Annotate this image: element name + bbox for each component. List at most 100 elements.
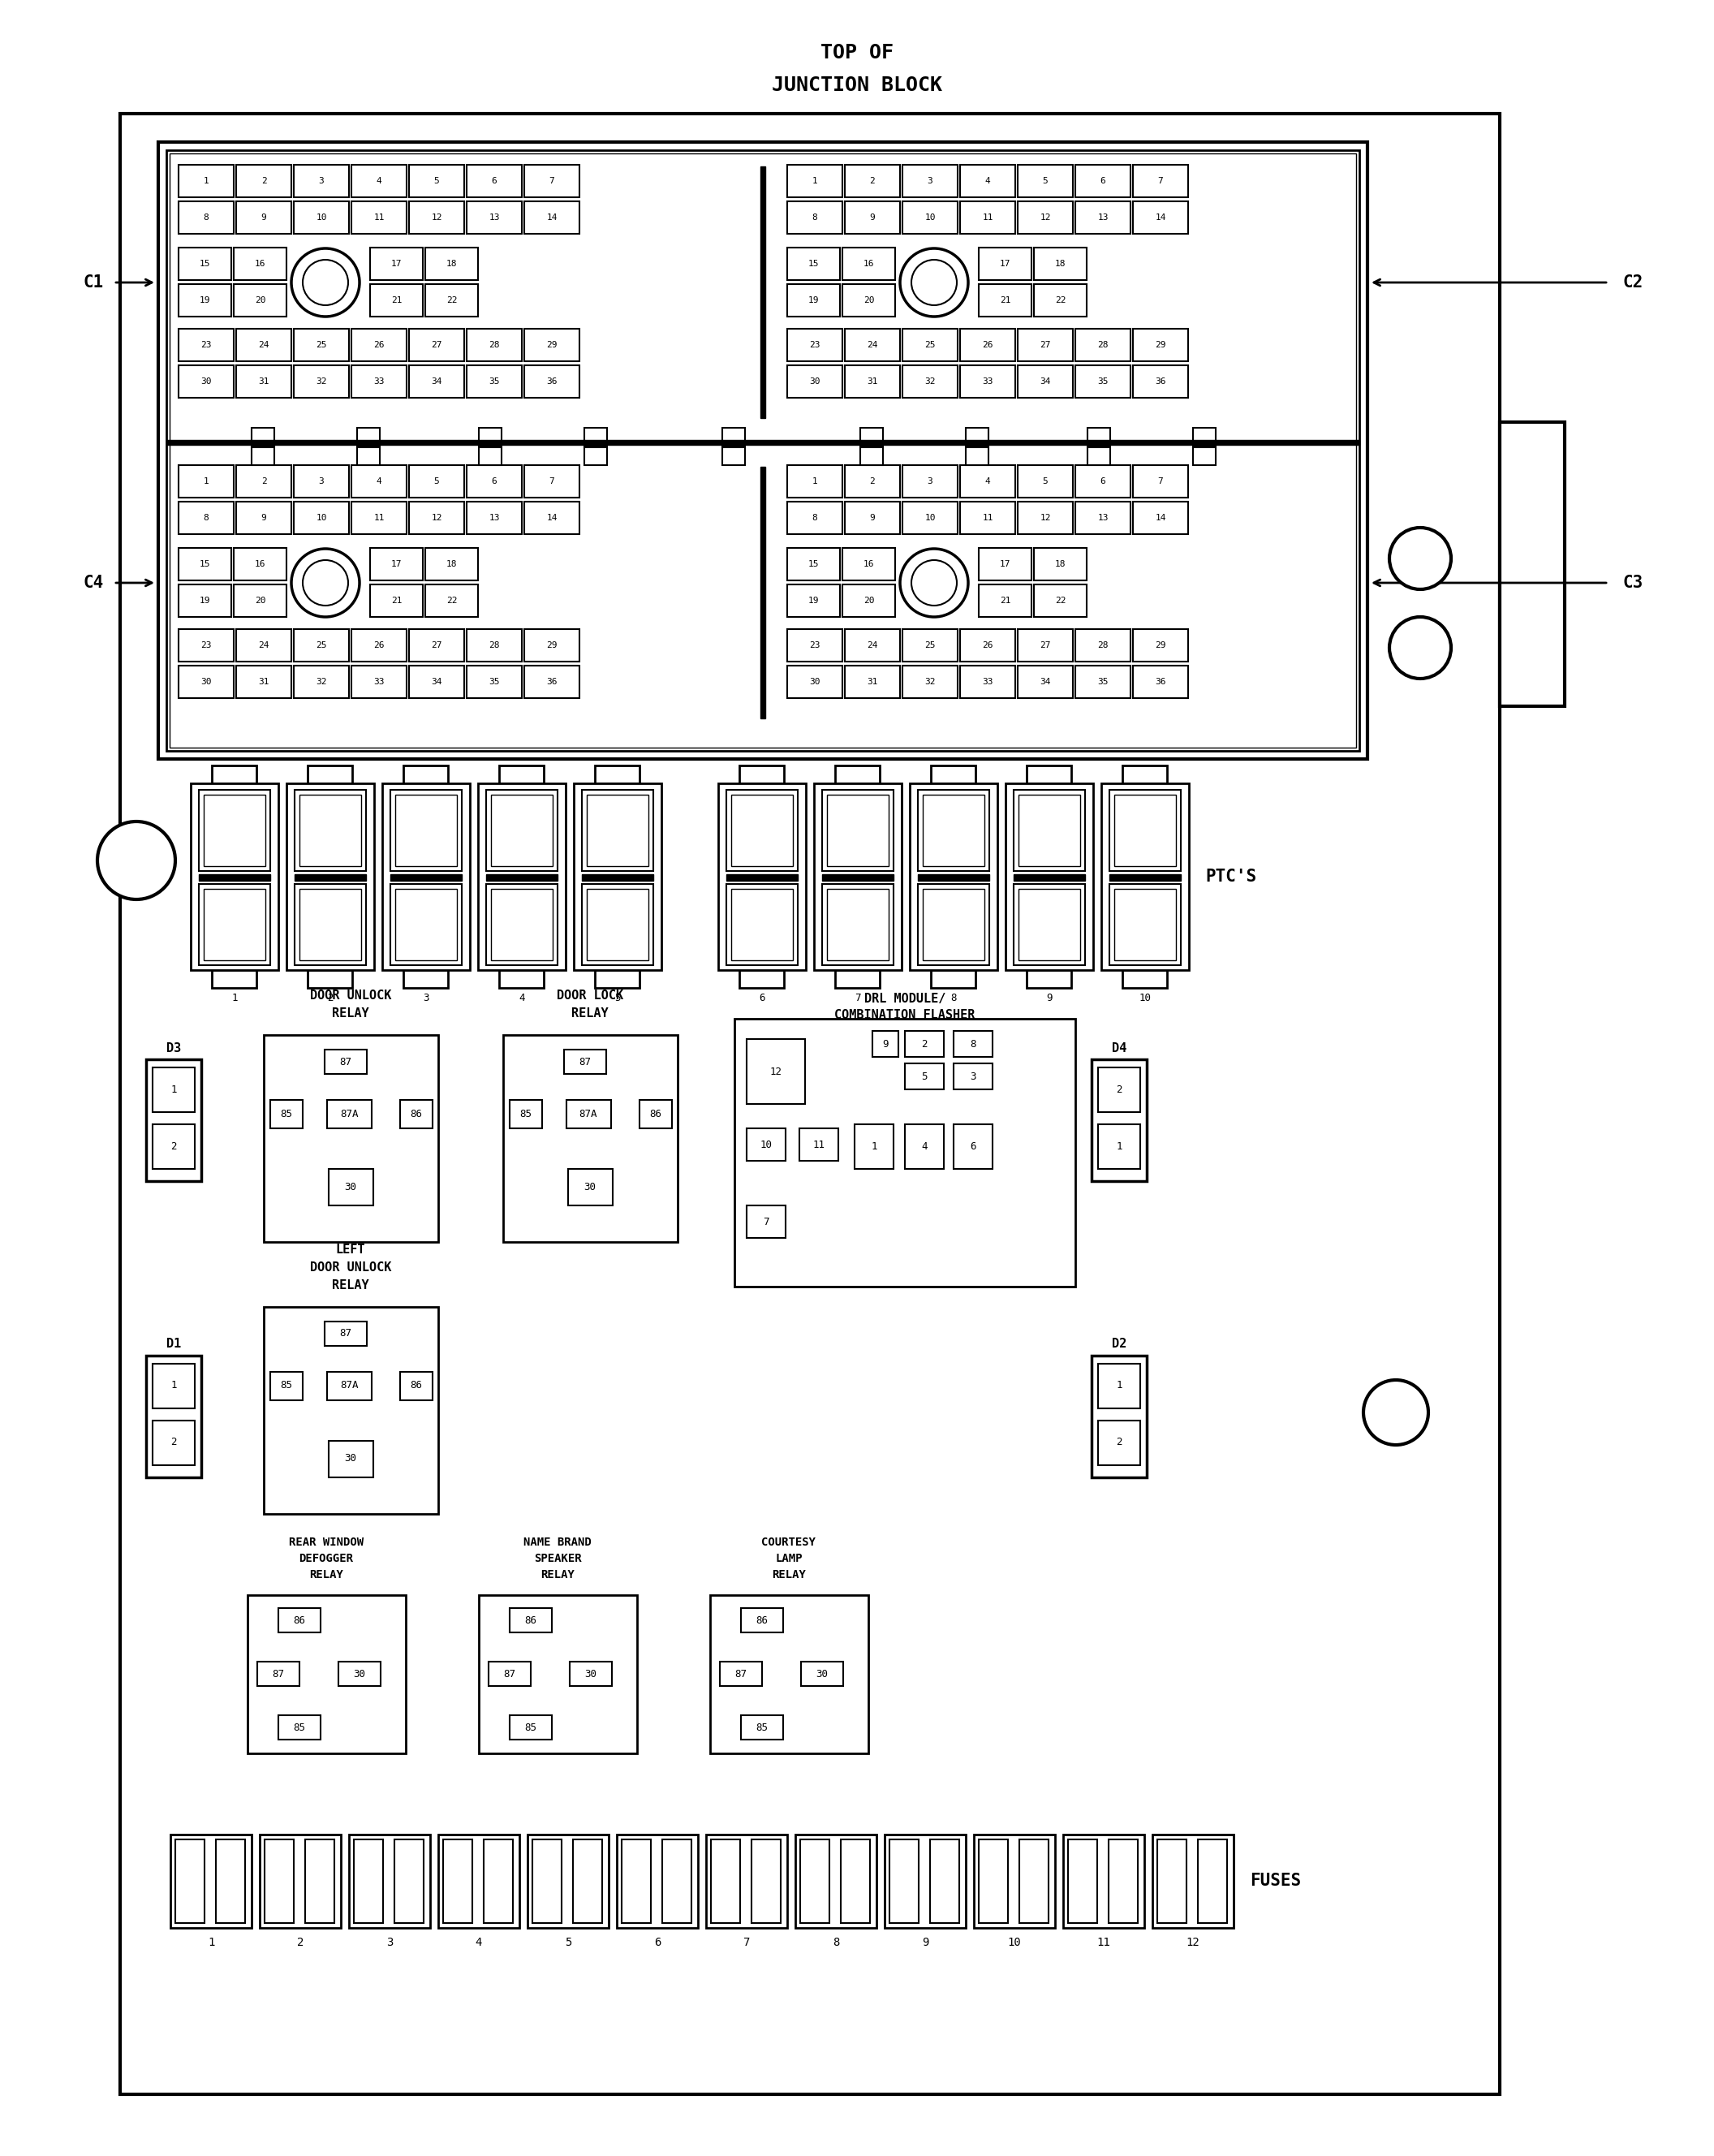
Bar — [146, 1356, 201, 1477]
Bar — [842, 584, 895, 617]
Bar — [403, 765, 447, 783]
Bar — [1114, 796, 1176, 867]
Bar — [1013, 873, 1085, 882]
Text: 27: 27 — [432, 341, 442, 349]
Text: 35: 35 — [1097, 677, 1109, 686]
Bar — [396, 796, 458, 867]
Bar — [787, 328, 842, 362]
Text: 2: 2 — [869, 177, 876, 185]
Bar — [466, 666, 521, 699]
Text: 36: 36 — [1155, 677, 1166, 686]
Bar — [425, 584, 478, 617]
Bar — [953, 1123, 992, 1169]
Bar — [178, 285, 231, 317]
Text: 8: 8 — [951, 992, 956, 1003]
Bar — [1109, 873, 1181, 882]
Bar — [293, 201, 350, 233]
Bar — [327, 1100, 372, 1128]
Bar — [524, 466, 579, 498]
Text: 24: 24 — [867, 640, 878, 649]
Text: 21: 21 — [999, 597, 1011, 604]
Text: 18: 18 — [446, 259, 458, 267]
Bar — [524, 364, 579, 397]
Bar — [178, 666, 233, 699]
Text: 23: 23 — [201, 341, 211, 349]
Bar — [1198, 1839, 1227, 1923]
Text: D1: D1 — [166, 1339, 182, 1350]
Circle shape — [98, 821, 175, 899]
Bar — [233, 285, 286, 317]
Bar — [271, 1371, 303, 1399]
Bar — [1075, 502, 1131, 535]
Text: 12: 12 — [1040, 513, 1051, 522]
Bar — [1109, 1839, 1138, 1923]
Text: 9: 9 — [922, 1936, 929, 1949]
Text: 6: 6 — [655, 1936, 662, 1949]
Bar — [903, 364, 958, 397]
Text: 32: 32 — [924, 677, 936, 686]
Bar — [979, 285, 1032, 317]
Bar — [747, 1128, 785, 1160]
Bar — [860, 427, 883, 446]
Bar — [178, 164, 233, 196]
Text: D4: D4 — [1112, 1041, 1126, 1054]
Circle shape — [291, 550, 360, 617]
Text: RELAY: RELAY — [771, 1570, 806, 1580]
Bar — [761, 166, 764, 418]
Bar — [410, 328, 464, 362]
Text: 30: 30 — [201, 377, 211, 386]
Text: 17: 17 — [391, 259, 401, 267]
Bar — [293, 466, 350, 498]
Text: 6: 6 — [492, 476, 497, 485]
Bar — [835, 765, 879, 783]
Bar — [1123, 765, 1167, 783]
Text: 16: 16 — [255, 259, 266, 267]
Bar — [478, 427, 502, 446]
Bar — [581, 884, 653, 966]
Text: 18: 18 — [1054, 561, 1066, 569]
Text: 20: 20 — [255, 295, 266, 304]
Text: 28: 28 — [1097, 640, 1109, 649]
Text: 21: 21 — [391, 597, 401, 604]
Bar — [425, 285, 478, 317]
Text: 18: 18 — [446, 561, 458, 569]
Bar — [903, 502, 958, 535]
Text: 8: 8 — [812, 513, 818, 522]
Bar — [845, 364, 900, 397]
Bar — [466, 201, 521, 233]
Bar — [845, 201, 900, 233]
Text: 1: 1 — [171, 1380, 177, 1391]
Text: 30: 30 — [809, 677, 821, 686]
Bar — [257, 1662, 300, 1686]
Bar — [466, 164, 521, 196]
Circle shape — [303, 259, 348, 306]
Bar — [466, 364, 521, 397]
Text: D3: D3 — [166, 1041, 182, 1054]
Text: 6: 6 — [1100, 476, 1106, 485]
Bar — [740, 1608, 783, 1632]
Bar — [979, 584, 1032, 617]
Bar — [1075, 201, 1131, 233]
Text: 85: 85 — [756, 1723, 768, 1733]
Bar — [153, 1421, 195, 1466]
Text: C3: C3 — [1623, 576, 1644, 591]
Bar — [960, 466, 1015, 498]
Bar — [787, 248, 840, 280]
Bar — [722, 446, 746, 466]
Text: 2: 2 — [297, 1936, 303, 1949]
Text: 16: 16 — [255, 561, 266, 569]
Text: 7: 7 — [548, 177, 555, 185]
Bar — [732, 888, 794, 959]
Text: C1: C1 — [82, 274, 103, 291]
Circle shape — [900, 550, 968, 617]
Bar — [490, 888, 552, 959]
Text: RELAY: RELAY — [333, 1279, 369, 1291]
Bar — [842, 548, 895, 580]
Bar — [903, 630, 958, 662]
Bar — [237, 666, 291, 699]
Bar — [295, 789, 367, 871]
Text: 85: 85 — [281, 1380, 293, 1391]
Bar — [845, 630, 900, 662]
Circle shape — [291, 248, 360, 317]
Bar — [293, 328, 350, 362]
